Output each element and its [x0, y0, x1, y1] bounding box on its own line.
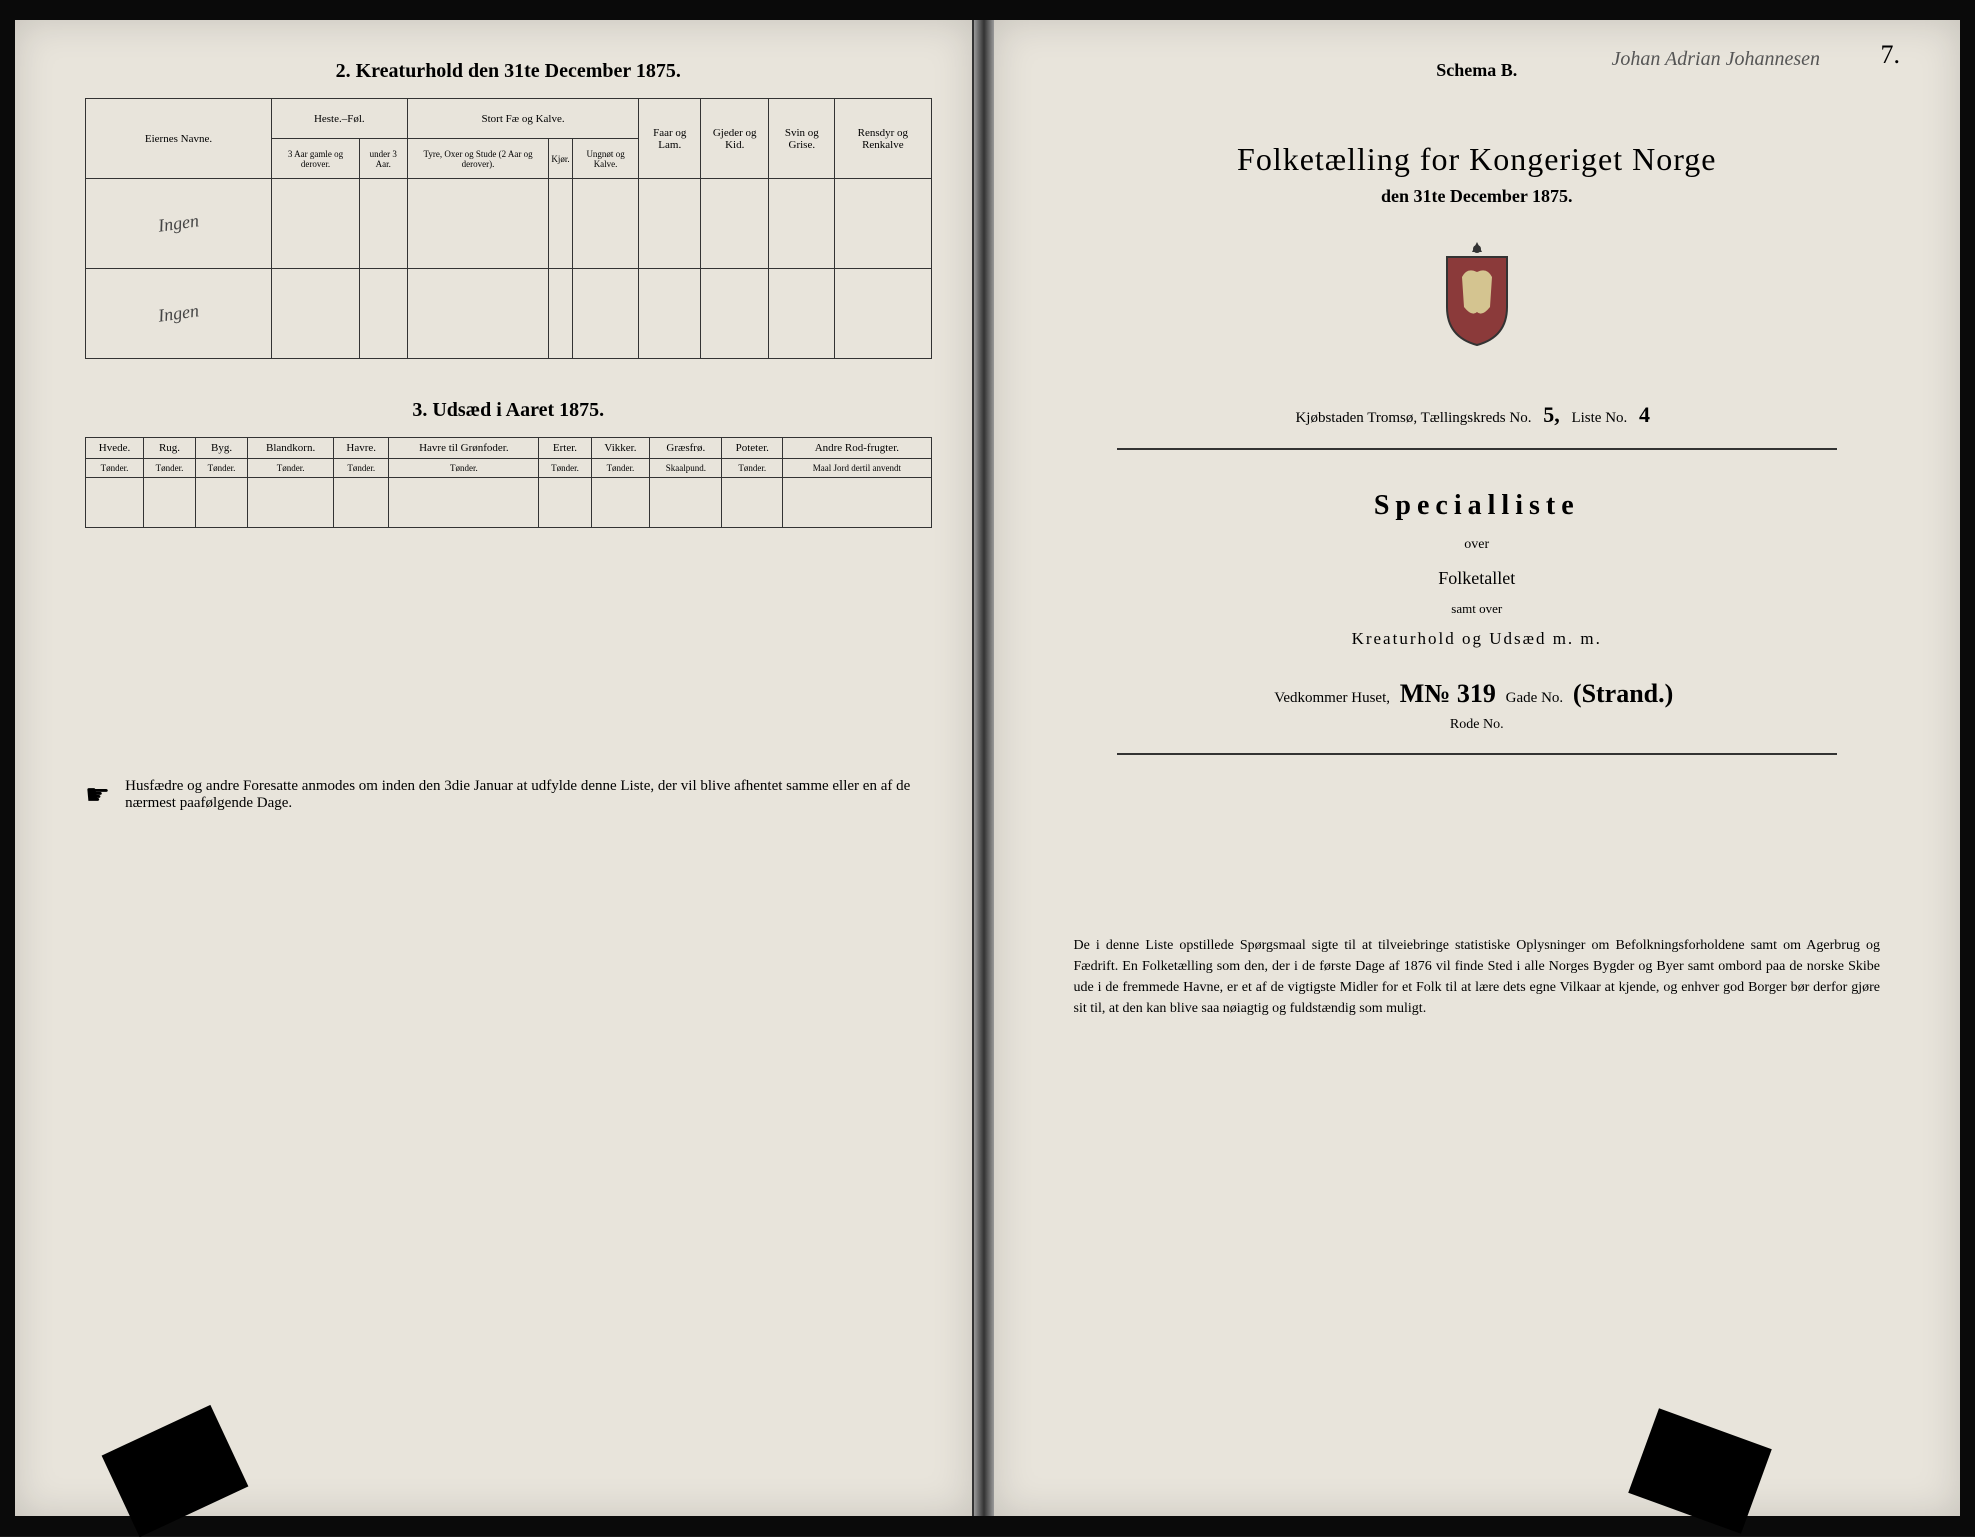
- owner-header: Eiernes Navne.: [86, 99, 272, 179]
- coat-of-arms-icon: [1432, 237, 1522, 347]
- table-unit-row: Tønder. Tønder. Tønder. Tønder. Tønder. …: [86, 459, 932, 478]
- table-row: Ingen: [86, 179, 932, 269]
- section2-title: 2. Kreaturhold den 31te December 1875.: [85, 60, 932, 83]
- col-header: Poteter.: [722, 438, 783, 459]
- subcol: Kjør.: [549, 139, 572, 179]
- table-header-row: Hvede. Rug. Byg. Blandkorn. Havre. Havre…: [86, 438, 932, 459]
- col-header: Faar og Lam.: [639, 99, 701, 179]
- unit-cell: Tønder.: [591, 459, 650, 478]
- binder-clip: [1628, 1408, 1772, 1534]
- owner-cell: Ingen: [86, 179, 272, 269]
- unit-cell: Tønder.: [539, 459, 591, 478]
- census-date: den 31te December 1875.: [1054, 186, 1901, 207]
- district-number: 5,: [1543, 402, 1560, 427]
- book-spread: 2. Kreaturhold den 31te December 1875. E…: [0, 0, 1975, 1536]
- col-header: Vikker.: [591, 438, 650, 459]
- unit-cell: Tønder.: [196, 459, 248, 478]
- page-number: 7.: [1881, 40, 1901, 70]
- house-line: Vedkommer Huset, M№ 319 Gade No. (Strand…: [1054, 679, 1901, 709]
- col-header: Havre.: [334, 438, 389, 459]
- col-header: Gjeder og Kid.: [701, 99, 769, 179]
- handwritten-name: Johan Adrian Johannesen: [1612, 48, 1821, 71]
- col-header: Blandkorn.: [248, 438, 334, 459]
- seed-table: Hvede. Rug. Byg. Blandkorn. Havre. Havre…: [85, 437, 932, 528]
- right-page: 7. Johan Adrian Johannesen Schema B. Fol…: [994, 20, 1961, 1516]
- table-header-row: Eiernes Navne. Heste.–Føl. Stort Fæ og K…: [86, 99, 932, 139]
- unit-cell: Tønder.: [248, 459, 334, 478]
- subcol: 3 Aar gamle og derover.: [272, 139, 360, 179]
- col-header: Havre til Grønfoder.: [389, 438, 539, 459]
- unit-cell: Tønder.: [334, 459, 389, 478]
- section3-title: 3. Udsæd i Aaret 1875.: [85, 399, 932, 422]
- divider: [1117, 448, 1837, 450]
- livestock-table: Eiernes Navne. Heste.–Føl. Stort Fæ og K…: [85, 98, 932, 359]
- col-header: Rensdyr og Renkalve: [835, 99, 931, 179]
- left-page: 2. Kreaturhold den 31te December 1875. E…: [15, 20, 974, 1516]
- unit-cell: Tønder.: [389, 459, 539, 478]
- house-prefix: Vedkommer Huset,: [1274, 690, 1390, 706]
- table-row: [86, 478, 932, 528]
- over-label: over: [1054, 537, 1901, 553]
- col-header: Rug.: [143, 438, 195, 459]
- unit-cell: Skaalpund.: [650, 459, 722, 478]
- col-header: Græsfrø.: [650, 438, 722, 459]
- col-header: Byg.: [196, 438, 248, 459]
- subcol: under 3 Aar.: [359, 139, 407, 179]
- samt-label: samt over: [1054, 601, 1901, 617]
- subcol: Tyre, Oxer og Stude (2 Aar og derover).: [407, 139, 549, 179]
- footer-note: ☛ Husfædre og andre Foresatte anmodes om…: [85, 778, 932, 812]
- gade-label: Gade No.: [1506, 690, 1563, 706]
- owner-cell: Ingen: [86, 269, 272, 359]
- district-prefix: Kjøbstaden Tromsø, Tællingskreds No.: [1295, 410, 1531, 426]
- kreatur-label: Kreaturhold og Udsæd m. m.: [1054, 629, 1901, 649]
- divider: [1117, 753, 1837, 755]
- footer-text: Husfædre og andre Foresatte anmodes om i…: [125, 778, 931, 812]
- unit-cell: Tønder.: [722, 459, 783, 478]
- house-number: M№ 319: [1400, 679, 1496, 708]
- census-title: Folketælling for Kongeriget Norge: [1054, 141, 1901, 178]
- list-label: Liste No.: [1571, 410, 1627, 426]
- col-group: Stort Fæ og Kalve.: [407, 99, 639, 139]
- unit-cell: Maal Jord dertil anvendt: [783, 459, 931, 478]
- col-header: Svin og Grise.: [769, 99, 835, 179]
- list-number: 4: [1639, 402, 1650, 427]
- specialliste-heading: Specialliste: [1054, 490, 1901, 522]
- col-header: Hvede.: [86, 438, 144, 459]
- col-header: Andre Rod-frugter.: [783, 438, 931, 459]
- pointing-hand-icon: ☛: [85, 778, 110, 812]
- col-group: Heste.–Føl.: [272, 99, 408, 139]
- unit-cell: Tønder.: [143, 459, 195, 478]
- unit-cell: Tønder.: [86, 459, 144, 478]
- district-line: Kjøbstaden Tromsø, Tællingskreds No. 5, …: [1054, 402, 1901, 428]
- subcol: Ungnøt og Kalve.: [572, 139, 639, 179]
- bottom-paragraph: De i denne Liste opstillede Spørgsmaal s…: [1054, 935, 1901, 1019]
- table-row: Ingen: [86, 269, 932, 359]
- book-spine: [974, 20, 994, 1516]
- col-header: Erter.: [539, 438, 591, 459]
- gade-value: (Strand.): [1573, 679, 1673, 708]
- rode-label: Rode No.: [1054, 717, 1901, 733]
- folketallet-label: Folketallet: [1054, 568, 1901, 589]
- binder-clip: [102, 1405, 249, 1537]
